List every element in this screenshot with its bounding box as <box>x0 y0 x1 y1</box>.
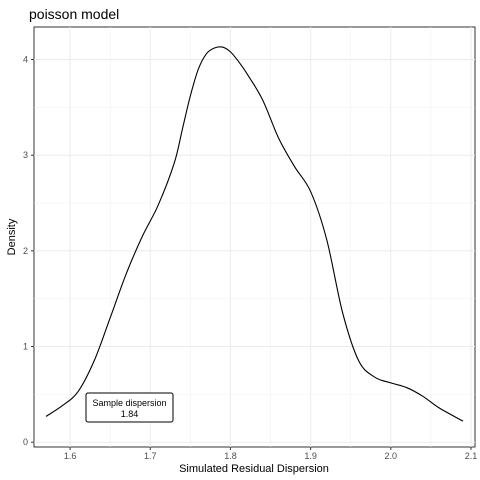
x-axis-title: Simulated Residual Dispersion <box>179 463 329 475</box>
annotation-label: Sample dispersion <box>92 398 166 408</box>
y-tick-label: 4 <box>23 55 28 65</box>
chart-title: poisson model <box>29 6 119 22</box>
y-tick-label: 2 <box>23 246 28 256</box>
x-tick-label: 1.7 <box>144 451 157 461</box>
x-tick-label: 2.1 <box>465 451 478 461</box>
x-tick-label: 1.8 <box>224 451 237 461</box>
annotation-value: 1.84 <box>121 409 139 419</box>
x-tick-label: 1.6 <box>64 451 77 461</box>
sample-dispersion-annotation: Sample dispersion 1.84 <box>85 392 174 423</box>
y-tick-label: 0 <box>23 437 28 447</box>
plot-panel <box>33 26 476 448</box>
y-tick-label: 3 <box>23 150 28 160</box>
y-axis-ticks: 0 1 2 3 4 <box>23 55 34 447</box>
annotation-box <box>85 392 174 423</box>
y-axis-title: Density <box>6 218 18 255</box>
density-curve <box>45 46 464 422</box>
y-tick-label: 1 <box>23 342 28 352</box>
x-axis-ticks: 1.6 1.7 1.8 1.9 2.0 2.1 <box>64 447 477 461</box>
x-tick-label: 1.9 <box>304 451 317 461</box>
x-tick-label: 2.0 <box>385 451 398 461</box>
density-series <box>45 46 464 422</box>
